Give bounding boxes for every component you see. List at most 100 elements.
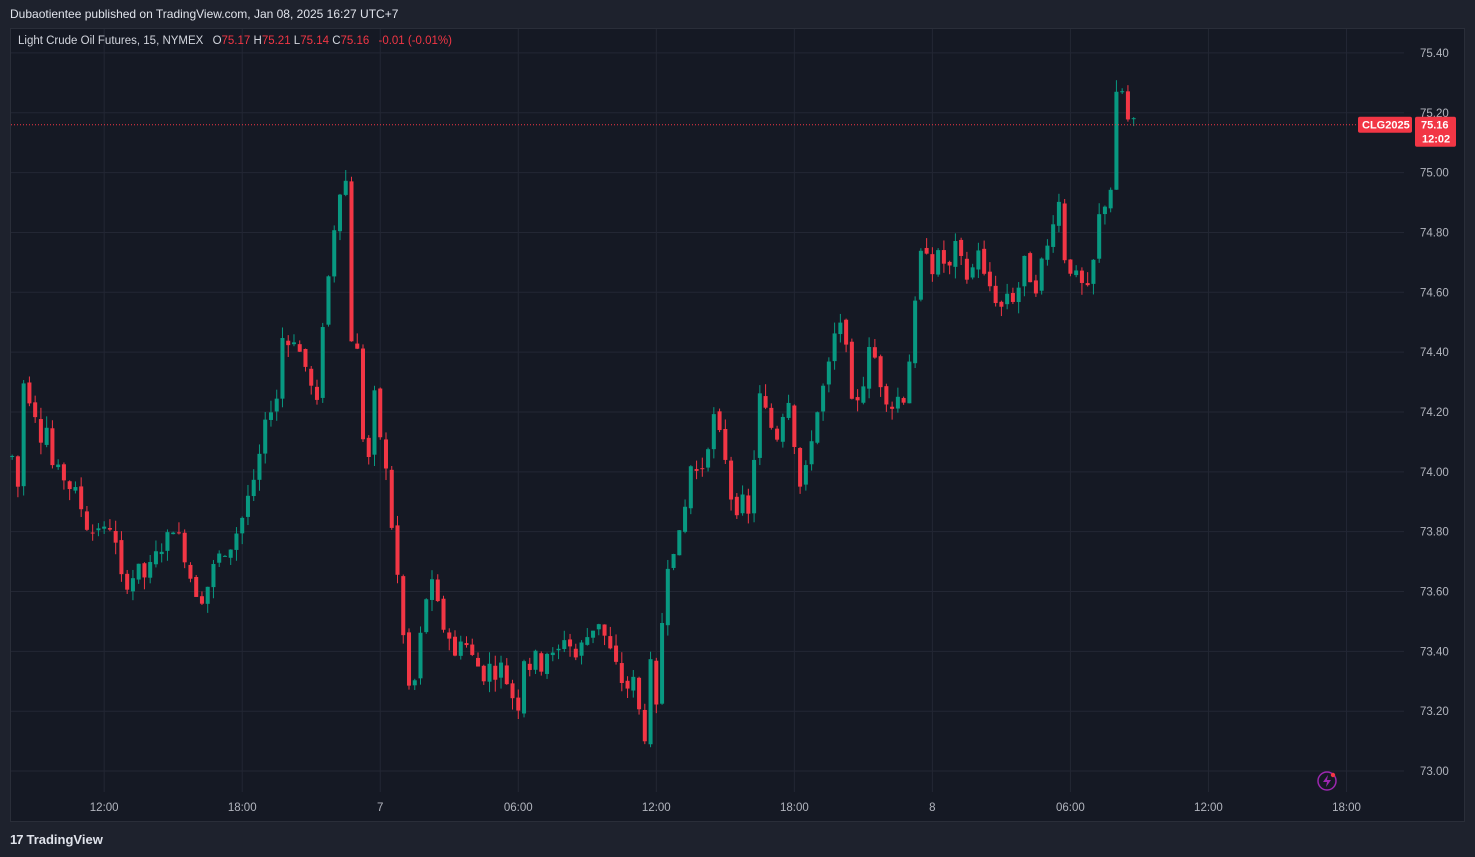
candle-body	[591, 630, 596, 638]
candle-body	[84, 511, 89, 530]
candle-body	[550, 652, 555, 656]
candle-body	[360, 348, 366, 440]
candle-body	[1074, 270, 1079, 276]
candle-body	[429, 579, 435, 600]
candle-body	[268, 412, 273, 420]
candle-body	[1102, 206, 1107, 215]
candle-body	[378, 388, 383, 438]
candle-body	[194, 576, 199, 597]
candle-body	[752, 459, 757, 514]
candle-body	[941, 250, 946, 264]
price-axis: 73.00 73.20 73.40 73.60 73.80 74.00 74.20 74.40…	[1420, 48, 1449, 778]
candle-body	[130, 578, 135, 592]
candle-body	[568, 639, 573, 647]
candle-body	[452, 636, 458, 656]
candle-body	[729, 460, 734, 500]
legend-low-label: L	[293, 35, 301, 47]
candle-body	[309, 368, 314, 386]
candle-body	[786, 402, 791, 418]
candle-body	[343, 180, 348, 195]
y-tick-label: 74.00	[1420, 467, 1449, 479]
legend-open-label: O	[212, 35, 222, 47]
candle-body	[332, 230, 337, 277]
candle-body	[38, 419, 43, 443]
y-tick-label: 73.60	[1420, 587, 1449, 599]
candle-body	[50, 428, 55, 466]
x-tick-label: 18:00	[1332, 802, 1361, 814]
candle-body	[884, 386, 889, 405]
candle-body	[441, 598, 446, 630]
candle-body	[895, 396, 900, 409]
legend-close-label: C	[332, 35, 341, 47]
candle-body	[153, 551, 158, 565]
candle-body	[148, 562, 153, 578]
y-tick-label: 73.80	[1420, 527, 1449, 539]
candle-body	[320, 327, 325, 398]
candle-body	[918, 250, 923, 300]
candle-body	[930, 254, 935, 275]
candle-body	[257, 453, 262, 480]
candle-body	[585, 637, 590, 645]
candle-body	[711, 414, 716, 450]
candle-body	[136, 563, 141, 580]
candle-body	[637, 677, 642, 710]
candle-body	[706, 449, 711, 468]
candle-body	[1131, 118, 1136, 120]
y-tick-label: 73.20	[1420, 706, 1449, 718]
candle-body	[228, 549, 233, 558]
candle-body	[286, 340, 291, 346]
candle-body	[901, 398, 906, 403]
candles	[10, 80, 1136, 748]
candle-body	[314, 386, 319, 400]
y-tick-label: 75.40	[1420, 48, 1449, 60]
legend-open-value: 75.17	[221, 35, 251, 47]
candle-body	[832, 333, 837, 362]
candle-body	[953, 240, 958, 267]
candle-body	[579, 642, 584, 656]
candle-body	[245, 495, 250, 517]
candle-body	[383, 439, 389, 469]
candle-body	[648, 659, 653, 745]
y-tick-label: 74.20	[1420, 407, 1449, 419]
candle-body	[677, 530, 682, 556]
legend-low-value: 75.14	[300, 35, 329, 47]
candle-body	[522, 661, 527, 714]
candle-body	[573, 648, 578, 658]
candle-body	[205, 586, 210, 604]
candle-body	[291, 342, 296, 345]
candle-body	[56, 464, 61, 468]
candle-body	[947, 261, 952, 266]
candle-body	[372, 390, 377, 455]
candle-body	[458, 641, 463, 656]
candle-body	[964, 258, 969, 280]
candle-body	[1028, 253, 1033, 283]
lightning-icon[interactable]	[1317, 771, 1337, 791]
candle-body	[792, 405, 797, 447]
candle-body	[688, 466, 693, 509]
candle-body	[671, 554, 676, 568]
candle-body	[188, 564, 193, 579]
candle-body	[349, 181, 354, 342]
candle-body	[21, 383, 26, 487]
x-tick-label: 12:00	[1194, 802, 1223, 814]
chart-frame[interactable]	[10, 28, 1465, 822]
grid-lines	[11, 29, 1404, 792]
footer-brand[interactable]: 17 TradingView	[10, 829, 103, 849]
candle-body	[1068, 259, 1073, 274]
x-tick-label: 18:00	[228, 802, 257, 814]
candle-body	[907, 361, 912, 404]
candle-body	[234, 533, 239, 550]
candle-body	[913, 300, 918, 364]
candle-body	[516, 697, 521, 711]
candle-body	[999, 301, 1004, 307]
candle-body	[119, 540, 124, 575]
price-tag-price: 75.16	[1421, 120, 1449, 132]
legend-close-value: 75.16	[340, 35, 370, 47]
time-axis: 12:00 18:00 7 06:00 12:00 18:00 8 06:00 12:00 18:…	[90, 802, 1361, 814]
candle-body	[780, 416, 785, 442]
candle-body	[211, 564, 216, 588]
candle-body	[395, 525, 400, 575]
candle-body	[694, 469, 699, 471]
candle-body	[936, 250, 941, 275]
